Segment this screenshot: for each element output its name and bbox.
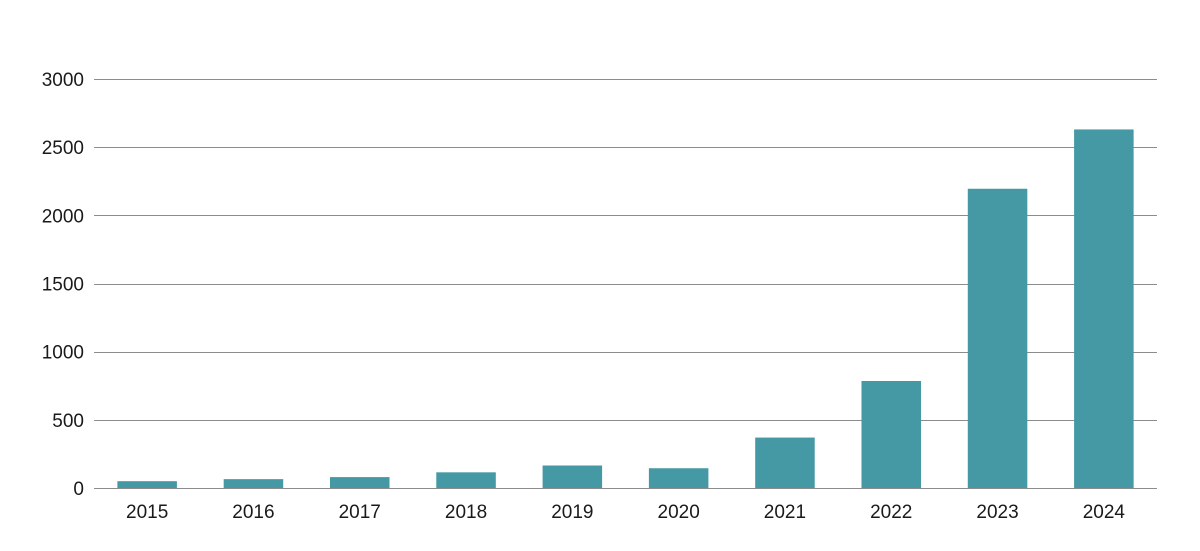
bar <box>1074 129 1134 488</box>
y-tick-label: 1500 <box>42 275 84 296</box>
bar <box>329 477 390 488</box>
x-tick-label: 2017 <box>339 502 381 523</box>
bar <box>967 188 1028 488</box>
x-tick-label: 2020 <box>658 502 700 523</box>
y-tick-label: 500 <box>52 411 84 432</box>
gridlines <box>94 79 1157 489</box>
x-tick-label: 2016 <box>232 502 274 523</box>
bar <box>117 481 177 488</box>
x-tick-label: 2021 <box>764 502 806 523</box>
bars <box>117 129 1134 488</box>
y-tick-label: 2000 <box>42 206 84 227</box>
x-axis-ticks: 2015 2016 2017 2018 2019 2020 2021 2022 2023 2024 <box>126 502 1125 523</box>
bar <box>223 479 284 488</box>
y-tick-label: 1000 <box>42 343 84 364</box>
x-tick-label: 2018 <box>445 502 487 523</box>
x-tick-label: 2023 <box>976 502 1018 523</box>
y-tick-label: 3000 <box>42 70 84 91</box>
x-tick-label: 2022 <box>870 502 912 523</box>
y-tick-label: 2500 <box>42 138 84 159</box>
x-tick-label: 2015 <box>126 502 168 523</box>
y-tick-label: 0 <box>73 479 84 500</box>
bar <box>648 468 709 488</box>
bar <box>861 380 922 488</box>
x-tick-label: 2019 <box>551 502 593 523</box>
x-tick-label: 2024 <box>1083 502 1126 523</box>
bar <box>755 437 815 488</box>
bar <box>542 465 603 488</box>
y-axis-ticks: 0 500 1000 1500 2000 2500 3000 <box>42 70 84 500</box>
bar <box>436 472 496 488</box>
